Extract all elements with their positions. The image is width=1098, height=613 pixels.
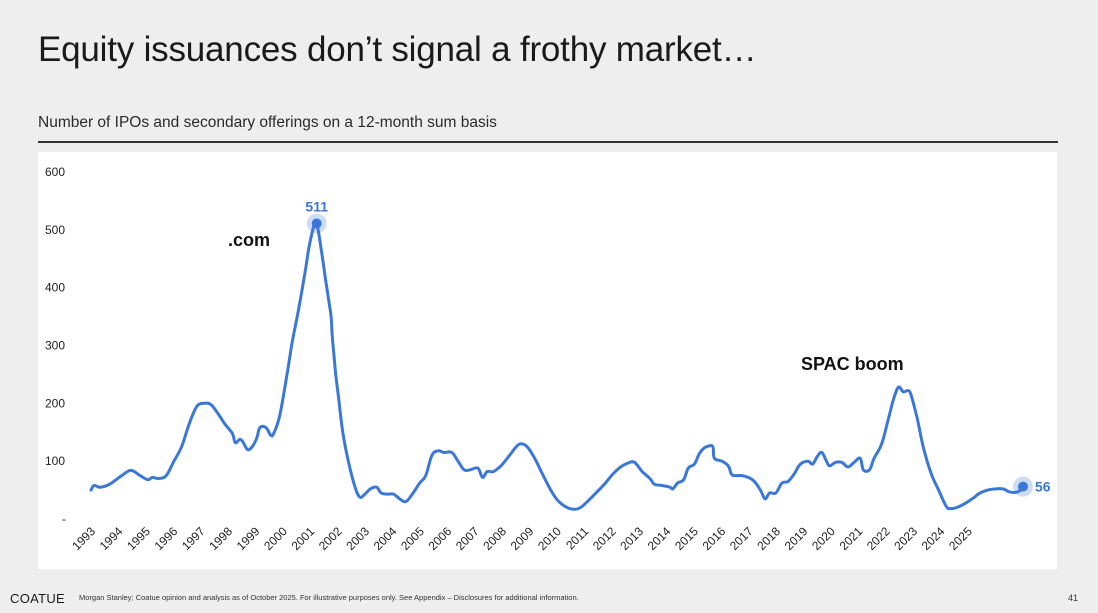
y-tick-label: 200	[45, 396, 65, 410]
page-number: 41	[1067, 593, 1078, 603]
line-chart: 600 500 400 300 200 100 - 19931994199519961997…	[45, 165, 1051, 553]
page-title: Equity issuances don’t signal a frothy m…	[38, 30, 757, 69]
x-tick-label: 2004	[371, 524, 400, 553]
x-tick-label: 2014	[645, 524, 674, 553]
x-tick-label: 2025	[946, 524, 975, 553]
spac-boom-annotation: SPAC boom	[801, 354, 904, 374]
x-tick-label: 2008	[480, 524, 509, 553]
x-tick-label: 2018	[754, 524, 783, 553]
x-tick-label: 2024	[919, 524, 948, 553]
y-axis: 600 500 400 300 200 100 -	[45, 165, 66, 526]
x-tick-label: 1993	[69, 524, 98, 553]
x-tick-label: 2023	[891, 524, 920, 553]
x-tick-label: 2020	[809, 524, 838, 553]
x-tick-label: 1997	[179, 524, 208, 553]
x-tick-label: 2005	[398, 524, 427, 553]
title-divider	[38, 141, 1058, 143]
peak-marker	[311, 218, 322, 229]
x-tick-label: 2017	[727, 524, 756, 553]
x-tick-label: 2002	[316, 524, 345, 553]
x-tick-label: 1999	[234, 524, 263, 553]
y-tick-label: 100	[45, 454, 65, 468]
x-tick-label: 1998	[206, 524, 235, 553]
dotcom-annotation: .com	[228, 230, 270, 250]
x-tick-label: 2022	[864, 524, 893, 553]
source-note: Morgan Stanley; Coatue opinion and analy…	[79, 593, 579, 602]
x-axis: 1993199419951996199719981999200020012002…	[69, 524, 975, 553]
x-tick-label: 2011	[563, 524, 591, 552]
x-tick-label: 2007	[453, 524, 482, 553]
x-tick-label: 2019	[782, 524, 811, 553]
x-tick-label: 2016	[700, 524, 729, 553]
x-tick-label: 2009	[508, 524, 537, 553]
y-tick-label: 500	[45, 223, 65, 237]
chart-subtitle: Number of IPOs and secondary offerings o…	[38, 114, 497, 131]
y-tick-label: 600	[45, 165, 65, 179]
latest-value-label: 56	[1035, 479, 1051, 495]
brand-logo: COATUE	[10, 591, 66, 606]
x-tick-label: 2012	[590, 524, 619, 553]
y-tick-label: 400	[45, 281, 65, 295]
x-tick-label: 2003	[343, 524, 372, 553]
annotations: 511 .com SPAC boom 56	[228, 198, 1051, 497]
y-tick-label: 300	[45, 339, 65, 353]
x-tick-label: 1996	[152, 524, 181, 553]
x-tick-label: 1995	[124, 524, 153, 553]
peak-value-label: 511	[305, 198, 328, 214]
chart-panel: 600 500 400 300 200 100 - 1993 1994 1995 1996 1997…	[38, 152, 1057, 569]
x-tick-label: 2021	[837, 524, 866, 553]
x-tick-label: 2006	[426, 524, 455, 553]
x-tick-label: 2000	[261, 524, 290, 553]
x-tick-label: 1994	[97, 524, 126, 553]
x-tick-label: 2010	[535, 524, 564, 553]
latest-marker	[1018, 481, 1028, 492]
y-tick-label: -	[62, 512, 66, 526]
x-tick-label: 2015	[672, 524, 701, 553]
x-tick-label: 2013	[617, 524, 646, 553]
series-line	[89, 220, 1025, 511]
x-tick-label: 2001	[289, 524, 318, 553]
